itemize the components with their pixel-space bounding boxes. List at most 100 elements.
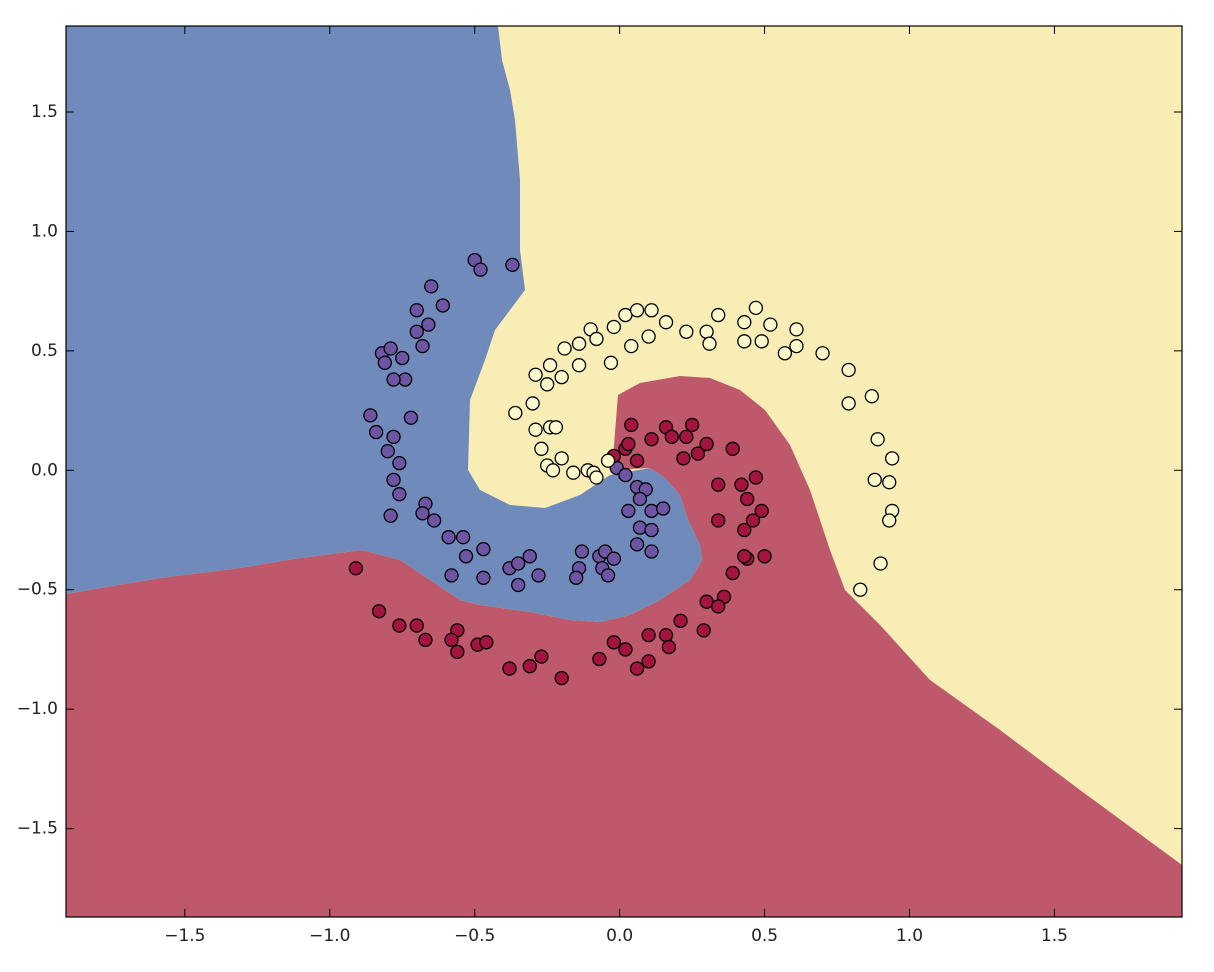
point	[403, 410, 419, 425]
point	[606, 551, 622, 566]
point	[711, 307, 726, 323]
point	[383, 341, 398, 356]
point	[644, 522, 659, 538]
point	[629, 303, 645, 318]
point	[853, 582, 868, 597]
point	[383, 508, 398, 523]
point	[566, 465, 581, 480]
point	[740, 491, 755, 507]
point	[435, 298, 450, 313]
point	[696, 623, 711, 638]
point	[371, 604, 387, 619]
x-tick-label: −1.5	[164, 926, 205, 946]
y-tick-label: 0.0	[31, 460, 58, 480]
point	[658, 627, 674, 643]
point	[395, 350, 410, 366]
point	[815, 346, 830, 361]
point	[644, 503, 659, 519]
x-tick-label: −1.0	[309, 926, 350, 946]
point	[444, 632, 459, 648]
point	[380, 444, 395, 459]
point	[737, 315, 752, 330]
point	[554, 369, 569, 385]
point	[725, 565, 740, 581]
point	[618, 467, 633, 483]
point	[409, 324, 424, 339]
point	[841, 362, 856, 378]
point	[725, 441, 740, 456]
point	[377, 355, 393, 370]
point	[606, 635, 622, 650]
point	[589, 331, 604, 347]
point	[673, 613, 688, 628]
point	[679, 324, 694, 339]
point	[748, 470, 764, 485]
point	[655, 501, 671, 516]
point	[479, 635, 494, 650]
point	[531, 568, 546, 583]
point	[711, 477, 726, 492]
point	[754, 334, 769, 349]
point	[476, 541, 491, 557]
point	[841, 396, 856, 411]
point	[864, 389, 879, 404]
point	[882, 475, 897, 490]
point	[554, 451, 569, 466]
point	[699, 436, 714, 452]
point	[444, 568, 459, 583]
point	[644, 544, 659, 559]
point	[386, 472, 401, 488]
point	[545, 463, 561, 478]
point	[574, 544, 590, 559]
point	[386, 429, 401, 445]
point	[600, 568, 616, 583]
point	[534, 649, 549, 664]
point	[600, 453, 616, 468]
point	[690, 446, 706, 461]
point	[554, 670, 569, 686]
point	[621, 503, 636, 519]
point	[624, 417, 639, 433]
point	[644, 303, 659, 318]
point	[508, 405, 523, 421]
point	[571, 358, 587, 373]
x-tick-label: 1.5	[1041, 926, 1068, 946]
point	[664, 429, 679, 445]
point	[632, 491, 648, 507]
point	[458, 549, 474, 564]
point	[629, 661, 645, 676]
point	[606, 319, 622, 335]
point	[363, 408, 378, 423]
region-blue	[66, 26, 702, 622]
point	[476, 570, 491, 585]
point	[525, 396, 540, 411]
point	[873, 556, 888, 571]
point	[540, 377, 555, 392]
point	[867, 472, 882, 488]
point	[658, 315, 674, 330]
plot-frame	[65, 25, 1183, 918]
x-tick-label: 0.5	[751, 926, 778, 946]
point	[528, 367, 543, 382]
marks	[348, 252, 900, 686]
point	[603, 355, 619, 370]
point	[534, 441, 549, 456]
point	[629, 453, 645, 468]
point	[592, 651, 607, 667]
point	[511, 577, 526, 593]
y-tick-label: −1.5	[17, 819, 58, 839]
point	[702, 336, 717, 351]
point	[641, 627, 656, 643]
point	[589, 470, 604, 485]
point	[661, 639, 677, 655]
point	[542, 358, 558, 373]
point	[754, 503, 769, 519]
point	[641, 329, 656, 344]
point	[632, 520, 648, 535]
point	[882, 513, 897, 528]
point	[711, 513, 726, 528]
point	[745, 513, 761, 528]
point	[348, 561, 364, 576]
point	[557, 341, 572, 356]
